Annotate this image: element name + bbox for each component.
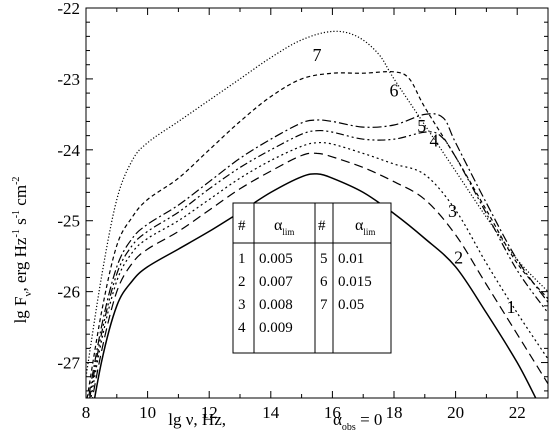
table-cell: 0.008 bbox=[259, 297, 293, 313]
y-tick-label: -24 bbox=[57, 141, 80, 160]
table-cell: 0.015 bbox=[338, 274, 372, 290]
table-header-num-1: # bbox=[238, 218, 246, 234]
x-tick-label: 20 bbox=[447, 403, 464, 422]
curve-label-7: 7 bbox=[313, 45, 322, 65]
curve-label-4: 4 bbox=[430, 130, 439, 150]
table-cell: 0.009 bbox=[259, 320, 293, 336]
y-axis-label-unit3: cm bbox=[11, 185, 30, 210]
table-cell: 6 bbox=[320, 274, 328, 290]
x-axis-alpha: αobs = 0 bbox=[333, 410, 382, 433]
series-line-1 bbox=[93, 173, 537, 398]
axis-ticks: 8 10 12 14 16 18 20 22-22-23-24-25-26-27 bbox=[57, 0, 549, 422]
x-tick-label: 16 bbox=[324, 403, 341, 422]
x-tick-label: 8 bbox=[82, 403, 91, 422]
x-axis-label: lg ν, Hz, bbox=[168, 410, 226, 429]
table-cell: 5 bbox=[320, 251, 328, 267]
x-axis-alpha-sub: obs bbox=[342, 422, 356, 433]
x-tick-label: 12 bbox=[201, 403, 218, 422]
table-cell: 0.05 bbox=[338, 297, 364, 313]
series-line-6 bbox=[86, 70, 548, 398]
y-axis-label-sub: ν bbox=[22, 291, 34, 296]
table-cell: 0.01 bbox=[338, 251, 364, 267]
table-cell: 0.007 bbox=[259, 274, 293, 290]
y-tick-label: -22 bbox=[57, 0, 80, 18]
y-axis-label: lg Fν, erg Hz-1 s-1 cm-2 bbox=[11, 177, 34, 324]
x-tick-label: 22 bbox=[509, 403, 526, 422]
y-axis-label-unit2: s bbox=[11, 218, 30, 229]
plot-frame bbox=[85, 7, 549, 399]
table-header-alpha-2-symbol: α bbox=[355, 217, 364, 234]
table-rows: 1 0.005 5 0.01 2 0.007 6 0.015 3 0.008 7 0.05 4 0.009 bbox=[238, 251, 372, 336]
y-tick-label: -26 bbox=[57, 283, 80, 302]
y-axis-label-unit: , erg Hz bbox=[11, 237, 30, 291]
table-header-alpha-2-sub: lim bbox=[363, 227, 375, 237]
x-axis-alpha-eq: = 0 bbox=[356, 410, 383, 429]
y-axis-label-unit2-sup: -1 bbox=[11, 210, 22, 218]
table-cell: 7 bbox=[320, 297, 328, 313]
y-axis-label-main: lg F bbox=[11, 296, 30, 323]
y-axis-label-unit3-sup: -2 bbox=[11, 177, 22, 185]
x-tick-label: 10 bbox=[139, 403, 156, 422]
table-header-num-2: # bbox=[318, 218, 326, 234]
table-cell: 1 bbox=[238, 251, 246, 267]
x-tick-label: 14 bbox=[262, 403, 280, 422]
table-header-alpha-1-sub: lim bbox=[282, 227, 294, 237]
table-cell: 4 bbox=[238, 320, 246, 336]
y-tick-label: -27 bbox=[57, 354, 80, 373]
x-axis-alpha-symbol: α bbox=[333, 410, 342, 429]
table-cell: 2 bbox=[238, 274, 246, 290]
series-line-2 bbox=[91, 152, 548, 398]
y-tick-label: -25 bbox=[57, 212, 80, 231]
series-line-7 bbox=[86, 30, 548, 377]
y-axis-label-unit-sup: -1 bbox=[11, 229, 22, 237]
curve-label-5: 5 bbox=[417, 116, 426, 136]
y-tick-label: -23 bbox=[57, 70, 80, 89]
curve-label-1: 1 bbox=[507, 297, 516, 317]
series-line-5 bbox=[87, 113, 548, 398]
table-header-alpha-2: αlim bbox=[355, 217, 375, 237]
table-header-alpha-1: αlim bbox=[274, 217, 294, 237]
curve-label-6: 6 bbox=[390, 81, 399, 101]
table-background bbox=[232, 202, 392, 354]
curves-layer bbox=[86, 30, 548, 398]
table-cell: 0.005 bbox=[259, 251, 293, 267]
curve-label-3: 3 bbox=[448, 201, 457, 221]
x-tick-label: 18 bbox=[386, 403, 403, 422]
table-cell: 3 bbox=[238, 297, 246, 313]
table-header-alpha-1-symbol: α bbox=[274, 217, 283, 234]
curve-label-2: 2 bbox=[454, 247, 463, 267]
